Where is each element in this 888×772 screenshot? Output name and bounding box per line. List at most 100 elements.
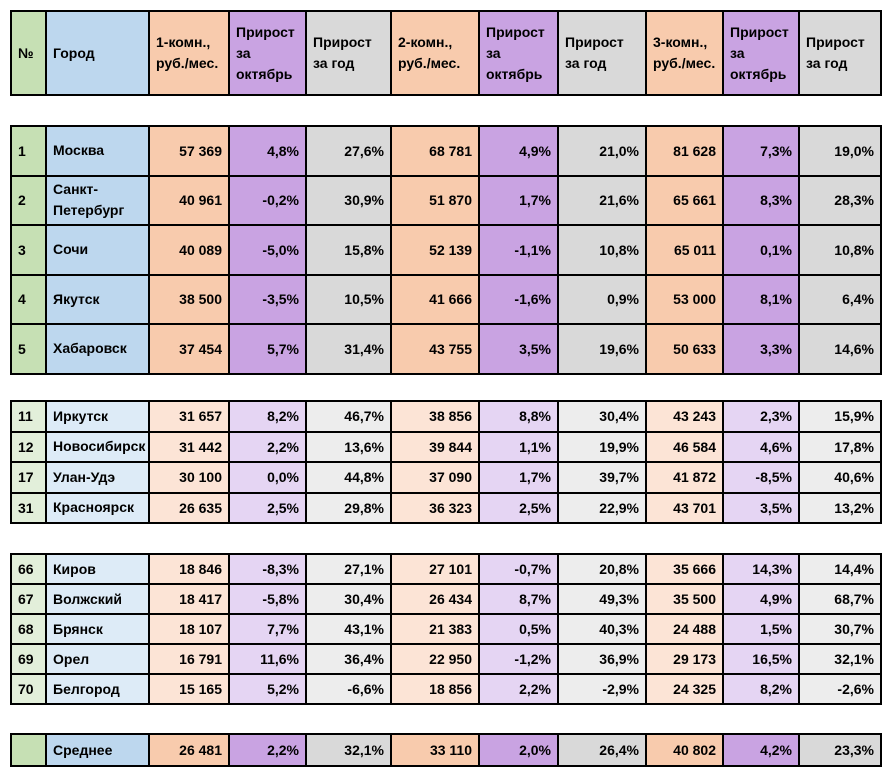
cell-rent-1room: 18 417 bbox=[148, 583, 230, 615]
cell-rank: 17 bbox=[10, 461, 47, 494]
cell-city: Иркутск bbox=[45, 400, 150, 433]
cell-city: Санкт-Петербург bbox=[45, 174, 150, 226]
cell-year-growth-2room: 20,8% bbox=[557, 553, 647, 585]
cell-rent-1room: 18 107 bbox=[148, 613, 230, 645]
cell-oct-growth-3room: 14,3% bbox=[722, 553, 800, 585]
cell-oct-growth-1room: 4,8% bbox=[228, 125, 307, 177]
cell-oct-growth-2room: 1,7% bbox=[478, 461, 559, 494]
cell-year-growth-3room: -2,6% bbox=[798, 673, 882, 705]
cell-rent-1room: 40 961 bbox=[148, 174, 230, 226]
cell-city: Якутск bbox=[45, 273, 150, 325]
cell-oct-growth-2room: 0,5% bbox=[478, 613, 559, 645]
cell-city: Хабаровск bbox=[45, 323, 150, 375]
cell-city: Сочи bbox=[45, 224, 150, 276]
cell-year-growth-2room: 10,8% bbox=[557, 224, 647, 276]
cell-year-growth-3room: 15,9% bbox=[798, 400, 882, 433]
cell-rent-2room: 38 856 bbox=[390, 400, 480, 433]
cell-city: Киров bbox=[45, 553, 150, 585]
cell-oct-growth-1room: 0,0% bbox=[228, 461, 307, 494]
cell-oct-growth-2room: 1,7% bbox=[478, 174, 559, 226]
cell-rent-3room: 65 661 bbox=[645, 174, 724, 226]
cell-year-growth-2room: 0,9% bbox=[557, 273, 647, 325]
cell-rent-1room: 37 454 bbox=[148, 323, 230, 375]
cell-rank: 3 bbox=[10, 224, 47, 276]
table-row: 67 Волжский 18 417 -5,8% 30,4% 26 434 8,7% 49,3… bbox=[10, 583, 882, 615]
cell-rent-2room: 26 434 bbox=[390, 583, 480, 615]
cell-oct-growth-1room: -3,5% bbox=[228, 273, 307, 325]
cell-rent-3room: 41 872 bbox=[645, 461, 724, 494]
cell-rent-1room: 31 657 bbox=[148, 400, 230, 433]
table-row: 5 Хабаровск 37 454 5,7% 31,4% 43 755 3,5% 19,6%… bbox=[10, 323, 882, 375]
cell-year-growth-3room: 13,2% bbox=[798, 491, 882, 524]
cell-rent-1room: 26 481 bbox=[148, 733, 230, 767]
table-row: 68 Брянск 18 107 7,7% 43,1% 21 383 0,5% 40,3% 24… bbox=[10, 613, 882, 645]
cell-year-growth-2room: 26,4% bbox=[557, 733, 647, 767]
cell-oct-growth-3room: -8,5% bbox=[722, 461, 800, 494]
cell-city: Улан-Удэ bbox=[45, 461, 150, 494]
cell-rent-1room: 15 165 bbox=[148, 673, 230, 705]
cell-rent-2room: 36 323 bbox=[390, 491, 480, 524]
cell-year-growth-2room: 19,6% bbox=[557, 323, 647, 375]
cell-oct-growth-2room: 2,5% bbox=[478, 491, 559, 524]
cell-year-growth-1room: 36,4% bbox=[305, 643, 392, 675]
table-row: 66 Киров 18 846 -8,3% 27,1% 27 101 -0,7% 20,8% 3… bbox=[10, 553, 882, 585]
cell-year-growth-2room: -2,9% bbox=[557, 673, 647, 705]
cell-city: Среднее bbox=[45, 733, 150, 767]
cell-city: Белгород bbox=[45, 673, 150, 705]
cell-oct-growth-1room: -5,0% bbox=[228, 224, 307, 276]
table-row: 12 Новосибирск 31 442 2,2% 13,6% 39 844 1,1% 19… bbox=[10, 430, 882, 463]
cell-oct-growth-2room: 2,2% bbox=[478, 673, 559, 705]
cell-rank: 31 bbox=[10, 491, 47, 524]
cell-oct-growth-1room: 2,2% bbox=[228, 430, 307, 463]
cell-oct-growth-3room: 2,3% bbox=[722, 400, 800, 433]
cell-year-growth-3room: 19,0% bbox=[798, 125, 882, 177]
cell-rent-3room: 53 000 bbox=[645, 273, 724, 325]
cell-oct-growth-3room: 7,3% bbox=[722, 125, 800, 177]
cell-rent-3room: 65 011 bbox=[645, 224, 724, 276]
cell-rent-2room: 22 950 bbox=[390, 643, 480, 675]
cell-rent-3room: 81 628 bbox=[645, 125, 724, 177]
cell-rent-2room: 41 666 bbox=[390, 273, 480, 325]
header-year-growth-1room: Прирост за год bbox=[305, 10, 392, 96]
cell-rank: 11 bbox=[10, 400, 47, 433]
table-row: 17 Улан-Удэ 30 100 0,0% 44,8% 37 090 1,7% 39,7%… bbox=[10, 461, 882, 494]
cell-oct-growth-3room: 8,2% bbox=[722, 673, 800, 705]
cell-rent-3room: 24 488 bbox=[645, 613, 724, 645]
cell-rank: 12 bbox=[10, 430, 47, 463]
cell-oct-growth-1room: -5,8% bbox=[228, 583, 307, 615]
cell-year-growth-3room: 30,7% bbox=[798, 613, 882, 645]
cell-year-growth-2room: 22,9% bbox=[557, 491, 647, 524]
cell-oct-growth-3room: 8,3% bbox=[722, 174, 800, 226]
cell-rank bbox=[10, 733, 47, 767]
cell-year-growth-1room: 30,9% bbox=[305, 174, 392, 226]
cell-rent-3room: 46 584 bbox=[645, 430, 724, 463]
cell-year-growth-1room: 32,1% bbox=[305, 733, 392, 767]
cell-year-growth-1room: 44,8% bbox=[305, 461, 392, 494]
table-row: 31 Красноярск 26 635 2,5% 29,8% 36 323 2,5% 22,… bbox=[10, 491, 882, 524]
low-cities-table: 66 Киров 18 846 -8,3% 27,1% 27 101 -0,7% 20,8% 3… bbox=[10, 553, 882, 705]
cell-oct-growth-2room: 2,0% bbox=[478, 733, 559, 767]
header-rank: № bbox=[10, 10, 47, 96]
cell-oct-growth-1room: 7,7% bbox=[228, 613, 307, 645]
cell-rent-2room: 37 090 bbox=[390, 461, 480, 494]
cell-year-growth-2room: 39,7% bbox=[557, 461, 647, 494]
cell-year-growth-3room: 68,7% bbox=[798, 583, 882, 615]
cell-rank: 69 bbox=[10, 643, 47, 675]
cell-oct-growth-1room: 8,2% bbox=[228, 400, 307, 433]
cell-rank: 1 bbox=[10, 125, 47, 177]
cell-year-growth-3room: 14,6% bbox=[798, 323, 882, 375]
table-row: 11 Иркутск 31 657 8,2% 46,7% 38 856 8,8% 30,4% 4… bbox=[10, 400, 882, 433]
cell-year-growth-1room: -6,6% bbox=[305, 673, 392, 705]
cell-rent-1room: 31 442 bbox=[148, 430, 230, 463]
cell-oct-growth-3room: 4,9% bbox=[722, 583, 800, 615]
cell-oct-growth-1room: 5,2% bbox=[228, 673, 307, 705]
cell-rent-2room: 52 139 bbox=[390, 224, 480, 276]
cell-oct-growth-2room: 4,9% bbox=[478, 125, 559, 177]
mid-cities-table: 11 Иркутск 31 657 8,2% 46,7% 38 856 8,8% 30,4% 4… bbox=[10, 400, 882, 524]
cell-rent-3room: 40 802 bbox=[645, 733, 724, 767]
average-table: Среднее 26 481 2,2% 32,1% 33 110 2,0% 26,4% 40 … bbox=[10, 733, 882, 767]
cell-year-growth-1room: 15,8% bbox=[305, 224, 392, 276]
cell-rent-2room: 39 844 bbox=[390, 430, 480, 463]
cell-oct-growth-2room: -1,1% bbox=[478, 224, 559, 276]
header-oct-growth-2room: Прирост за октябрь bbox=[478, 10, 559, 96]
